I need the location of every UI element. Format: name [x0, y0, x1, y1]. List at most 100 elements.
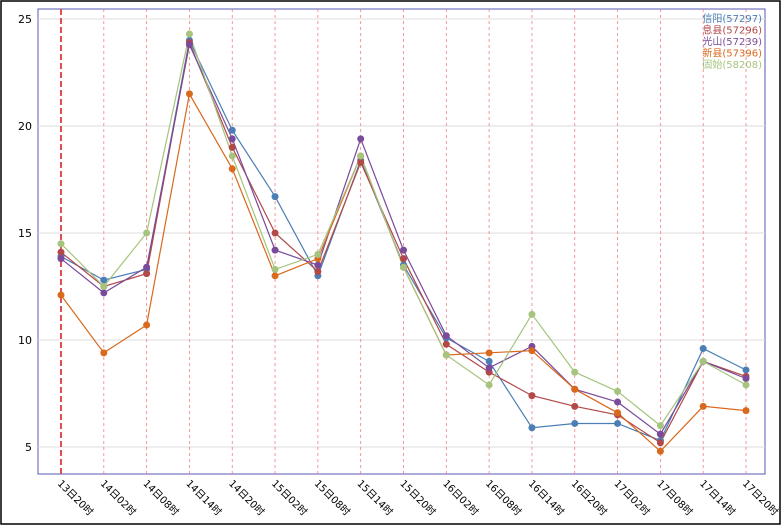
- data-point: [100, 289, 108, 297]
- data-point: [100, 276, 108, 284]
- data-point: [614, 387, 622, 395]
- x-tick-label: 17日20时: [740, 478, 781, 519]
- data-point: [314, 250, 322, 258]
- data-point: [656, 430, 664, 438]
- data-point: [100, 283, 108, 290]
- data-point: [571, 402, 579, 410]
- data-point: [57, 248, 65, 256]
- data-point: [485, 357, 493, 365]
- data-point: [400, 263, 407, 271]
- x-tick-label: 15日20时: [397, 478, 438, 519]
- x-tick-label: 16日08时: [483, 478, 524, 519]
- data-point: [742, 381, 750, 389]
- data-point: [357, 152, 365, 160]
- data-point: [357, 135, 365, 143]
- x-tick-label: 15日08时: [312, 478, 353, 519]
- data-point: [400, 255, 407, 263]
- data-point: [699, 345, 707, 353]
- x-tick-label: 16日20时: [569, 478, 610, 519]
- data-point: [185, 90, 193, 98]
- data-point: [528, 392, 536, 400]
- legend-entry: 信阳(57297): [702, 13, 762, 25]
- legend-entry: 新县(57396): [702, 47, 762, 60]
- data-point: [742, 366, 750, 374]
- data-point: [571, 368, 579, 376]
- data-point: [614, 409, 622, 417]
- data-point: [742, 407, 750, 415]
- data-point: [271, 265, 279, 273]
- data-point: [143, 270, 151, 278]
- data-point: [442, 340, 450, 348]
- y-tick-label: 5: [25, 441, 32, 454]
- data-point: [485, 364, 493, 372]
- data-point: [357, 158, 365, 166]
- data-point: [400, 246, 407, 254]
- plot-area: [37, 8, 766, 475]
- data-point: [228, 143, 236, 151]
- data-point: [699, 357, 707, 365]
- data-point: [656, 422, 664, 430]
- data-point: [656, 447, 664, 455]
- data-point: [143, 229, 151, 237]
- data-point: [571, 385, 579, 393]
- data-point: [57, 291, 65, 299]
- data-point: [228, 126, 236, 134]
- x-tick-label: 17日14时: [697, 478, 738, 519]
- series-points: [57, 30, 750, 455]
- data-point: [228, 152, 236, 160]
- x-tick-label: 17日08时: [654, 478, 695, 519]
- data-point: [528, 424, 536, 432]
- legend-entry: 固始(58208): [702, 58, 762, 71]
- data-point: [699, 402, 707, 410]
- data-point: [314, 261, 322, 269]
- y-axis-ticks: 5 10 15 20 25: [18, 13, 32, 454]
- legend-entry: 光山(57239): [702, 35, 762, 48]
- data-point: [143, 263, 151, 271]
- data-point: [442, 332, 450, 340]
- data-point: [271, 272, 279, 280]
- y-tick-label: 25: [18, 13, 32, 26]
- data-point: [656, 439, 664, 447]
- data-point: [100, 349, 108, 357]
- x-tick-label: 16日02时: [440, 478, 481, 519]
- x-tick-label: 15日02时: [269, 478, 310, 519]
- data-point: [57, 240, 65, 248]
- data-point: [571, 419, 579, 427]
- data-point: [185, 30, 193, 38]
- legend-entry: 息县(57296): [702, 24, 762, 37]
- x-tick-label: 14日08时: [141, 478, 182, 519]
- x-tick-label: 13日20时: [55, 478, 96, 519]
- data-point: [314, 268, 322, 276]
- data-point: [143, 321, 151, 329]
- y-tick-label: 10: [18, 334, 32, 347]
- vertical-gridlines: [60, 9, 747, 474]
- x-tick-label: 15日14时: [355, 478, 396, 519]
- y-tick-label: 20: [18, 120, 32, 133]
- horizontal-gridlines: [38, 18, 765, 448]
- x-tick-label: 14日20时: [226, 478, 267, 519]
- data-point: [528, 347, 536, 355]
- y-tick-label: 15: [18, 227, 32, 240]
- legend: 信阳(57297)息县(57296)光山(57239)新县(57396)固始(5…: [702, 13, 762, 71]
- x-tick-label: 17日02时: [611, 478, 652, 519]
- data-point: [614, 419, 622, 427]
- data-point: [614, 398, 622, 406]
- data-point: [271, 193, 279, 201]
- data-point: [185, 41, 193, 49]
- data-point: [57, 255, 65, 263]
- x-tick-label: 14日14时: [183, 478, 224, 519]
- data-point: [485, 349, 493, 357]
- x-tick-label: 14日02时: [98, 478, 139, 519]
- x-tick-label: 16日14时: [526, 478, 567, 519]
- data-point: [528, 310, 536, 318]
- data-point: [271, 246, 279, 254]
- data-point: [228, 135, 236, 143]
- data-point: [228, 165, 236, 173]
- data-point: [442, 351, 450, 359]
- data-point: [485, 381, 493, 389]
- data-point: [742, 375, 750, 383]
- x-axis-ticks: 13日20时 14日02时 14日08时 14日14时 14日20时 15日02时 15日0…: [55, 478, 781, 519]
- data-point: [271, 229, 279, 237]
